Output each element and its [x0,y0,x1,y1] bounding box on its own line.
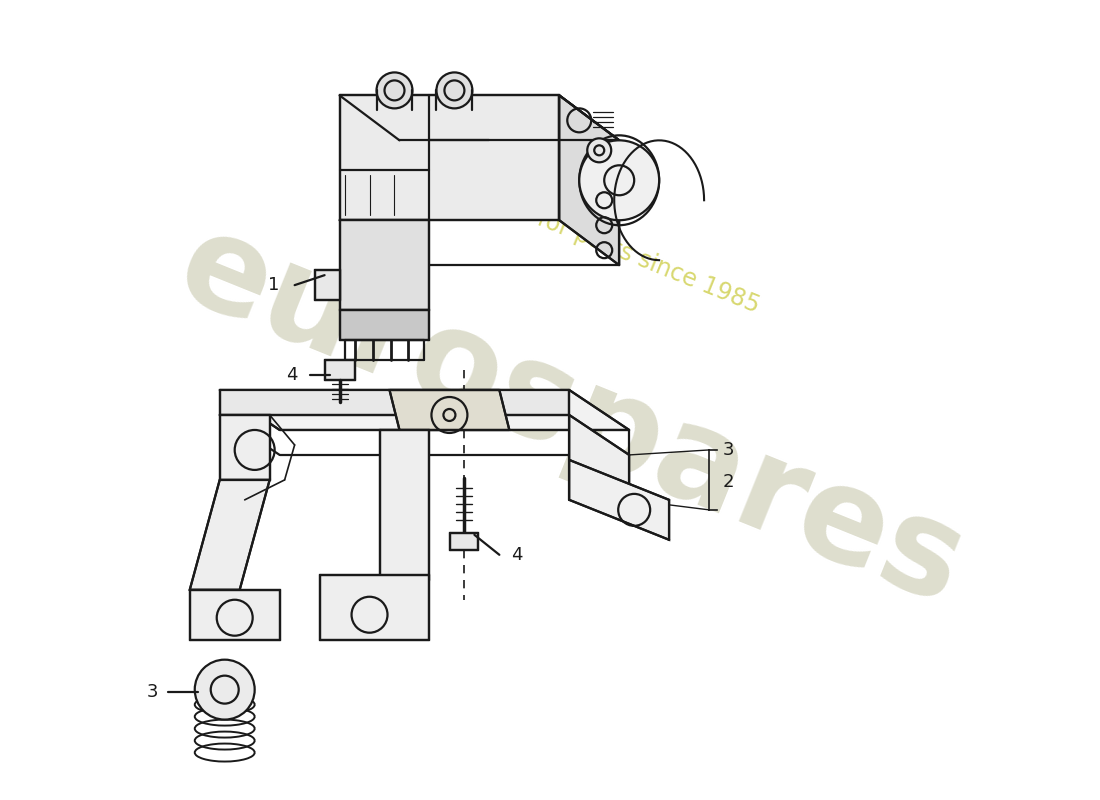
Polygon shape [220,390,629,430]
Circle shape [437,73,472,108]
Polygon shape [190,480,270,590]
Text: 3: 3 [146,682,157,701]
Polygon shape [220,390,570,415]
Polygon shape [340,95,559,220]
Polygon shape [570,415,629,500]
Polygon shape [559,95,619,265]
Circle shape [580,140,659,220]
Text: 2: 2 [723,473,735,491]
Polygon shape [315,270,340,300]
Text: eurospares: eurospares [161,201,982,631]
Polygon shape [320,574,429,640]
Polygon shape [379,430,429,580]
Polygon shape [340,220,429,310]
Polygon shape [389,390,509,430]
Polygon shape [220,415,270,480]
Polygon shape [324,360,354,380]
Text: a passion for parts since 1985: a passion for parts since 1985 [424,162,763,318]
Polygon shape [340,95,619,140]
Text: 3: 3 [723,441,735,459]
Polygon shape [450,533,478,550]
Polygon shape [340,310,429,340]
Circle shape [195,660,255,719]
Text: 1: 1 [268,276,279,294]
Polygon shape [190,590,279,640]
Circle shape [587,138,612,162]
Text: 4: 4 [286,366,298,384]
Circle shape [376,73,412,108]
Polygon shape [570,460,669,540]
Text: 4: 4 [512,546,522,564]
